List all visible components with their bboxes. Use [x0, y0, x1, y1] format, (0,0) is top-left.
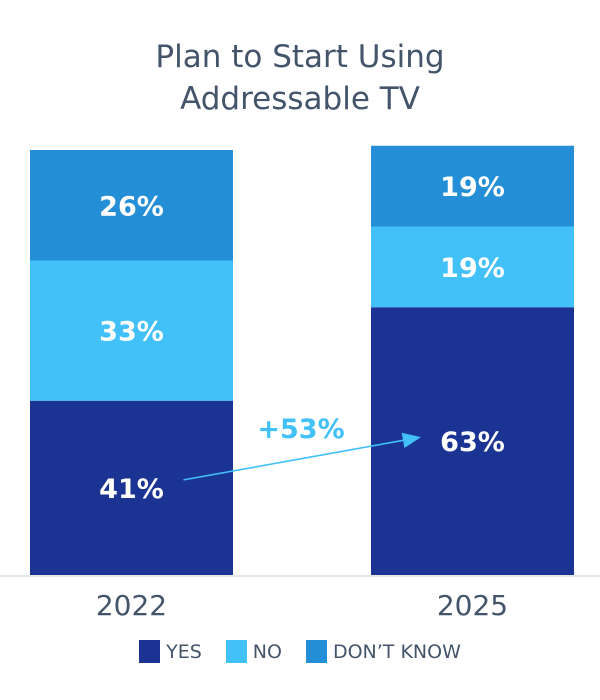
growth-annotation: +53%	[257, 414, 344, 445]
growth-arrow-line	[183, 439, 404, 481]
legend-swatch-no	[225, 640, 247, 663]
chart-title: Plan to Start Using Addressable TV	[0, 36, 600, 120]
bar-2025-no	[371, 226, 574, 308]
bar-2022-no	[30, 260, 233, 401]
data-label: 19%	[440, 253, 505, 284]
data-label: 33%	[99, 317, 164, 348]
bar-2022-yes	[30, 400, 233, 575]
growth-arrow-head	[401, 432, 421, 448]
x-tick-label: 2025	[437, 589, 508, 622]
title-line-2: Addressable TV	[180, 81, 420, 117]
data-label: 41%	[99, 474, 164, 505]
legend: YES NO DON’T KNOW	[0, 640, 600, 663]
legend-label: YES	[166, 640, 202, 663]
legend-label: DON’T KNOW	[332, 640, 461, 663]
legend-item-no: NO	[225, 640, 282, 663]
data-label: 19%	[440, 172, 505, 203]
bar-2022-don-t-know	[30, 150, 233, 261]
legend-item-dont-know: DON’T KNOW	[305, 640, 461, 663]
x-tick-label: 2022	[96, 589, 167, 622]
title-line-1: Plan to Start Using	[155, 39, 445, 75]
legend-swatch-yes	[139, 640, 161, 663]
legend-swatch-dont-know	[305, 640, 327, 663]
bar-2025-don-t-know	[371, 145, 574, 227]
data-label: 26%	[99, 191, 164, 222]
legend-label: NO	[252, 640, 282, 663]
legend-item-yes: YES	[139, 640, 202, 663]
data-label: 63%	[440, 427, 505, 458]
